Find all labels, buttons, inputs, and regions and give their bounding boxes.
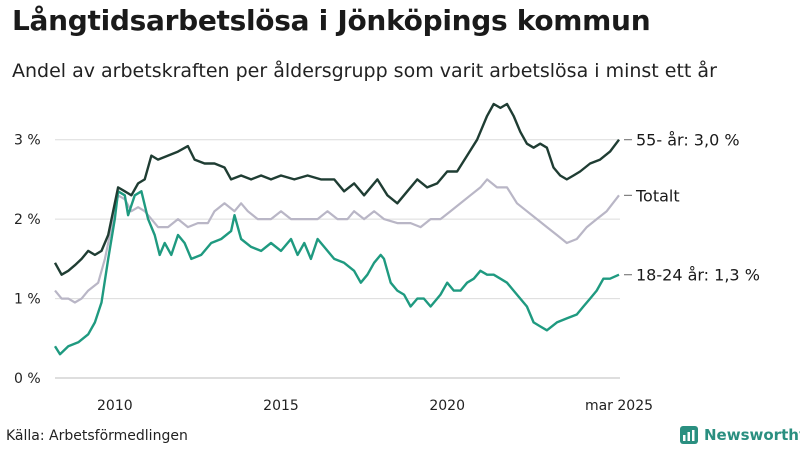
series-line-s55	[53, 102, 620, 276]
y-tick-label: 2 %	[14, 212, 41, 228]
end-labels: 55- år: 3,0 % Totalt 18-24 år: 1,3 %	[624, 131, 760, 285]
series-lines	[53, 102, 620, 356]
newsworthy-logo-icon	[680, 426, 698, 444]
end-label-s1824: 18-24 år: 1,3 %	[636, 266, 760, 285]
source-note: Källa: Arbetsförmedlingen	[6, 428, 188, 444]
y-axis-ticks: 0 % 1 % 2 % 3 %	[14, 133, 41, 387]
end-label-total: Totalt	[635, 186, 680, 205]
y-tick-label: 1 %	[14, 292, 41, 308]
grid-lines	[55, 139, 620, 379]
page-title: Långtidsarbetslösa i Jönköpings kommun	[12, 4, 651, 37]
line-chart: 0 % 1 % 2 % 3 % 2010 2015 2020 mar 2025 55- år…	[14, 102, 760, 414]
y-tick-label: 0 %	[14, 371, 41, 387]
page-subtitle: Andel av arbetskraften per åldersgrupp s…	[12, 60, 717, 82]
x-tick-label: 2010	[97, 398, 133, 414]
brand-logo[interactable]: Newsworthy	[680, 426, 800, 444]
x-tick-label: 2020	[429, 398, 465, 414]
x-tick-label: 2015	[263, 398, 299, 414]
x-tick-label: mar 2025	[585, 398, 653, 414]
brand-name: Newsworthy	[704, 426, 800, 444]
y-tick-label: 3 %	[14, 133, 41, 149]
end-label-s55: 55- år: 3,0 %	[636, 131, 740, 150]
series-line-s1824	[53, 190, 620, 356]
x-axis-ticks: 2010 2015 2020 mar 2025	[97, 398, 653, 414]
series-line-total	[54, 178, 620, 304]
